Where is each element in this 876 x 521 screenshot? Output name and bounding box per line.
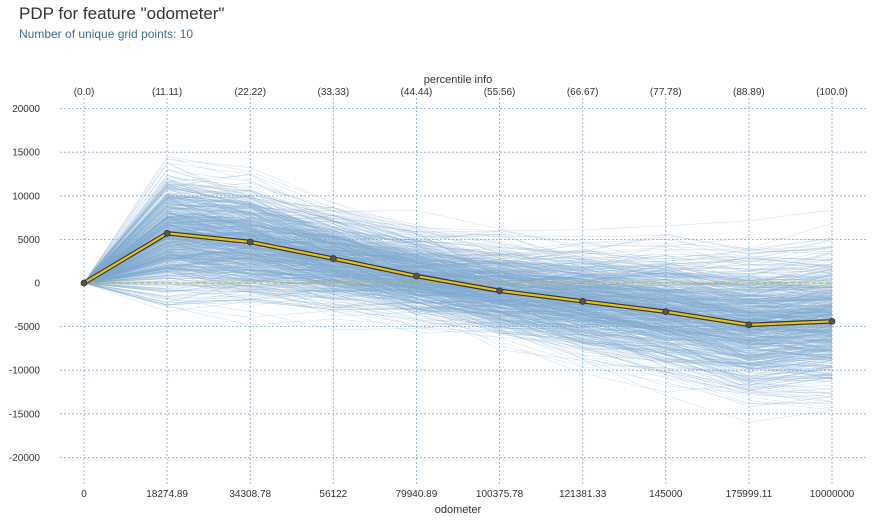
y-tick-label: -15000 bbox=[9, 409, 41, 420]
pdp-point bbox=[413, 272, 420, 280]
y-tick-label: -20000 bbox=[9, 453, 41, 464]
y-tick-label: 0 bbox=[34, 279, 40, 290]
x-tick-label: 0 bbox=[81, 489, 87, 500]
x-axis-title: odometer bbox=[435, 504, 482, 516]
pdp-point bbox=[246, 238, 254, 246]
pdp-point bbox=[579, 297, 587, 305]
x-tick-label: 56122 bbox=[319, 489, 347, 500]
y-tick-label: 10000 bbox=[12, 191, 40, 202]
x-tick-label: 121381.33 bbox=[559, 489, 607, 500]
pdp-point bbox=[828, 317, 836, 325]
x-tick-label: 79940.89 bbox=[396, 489, 438, 500]
x-tick-label: 100375.78 bbox=[476, 489, 524, 500]
pdp-series bbox=[80, 229, 836, 329]
percentile-label: (100.0) bbox=[816, 87, 848, 98]
y-tick-label: 15000 bbox=[12, 148, 40, 159]
x-tick-label: 10000000 bbox=[810, 489, 855, 500]
percentile-label: (77.78) bbox=[650, 87, 682, 98]
percentile-label: (66.67) bbox=[567, 87, 599, 98]
pdp-line bbox=[83, 232, 833, 326]
x-tick-label: 175999.11 bbox=[726, 489, 773, 500]
pdp-point bbox=[662, 308, 670, 316]
y-tick-label: -10000 bbox=[9, 366, 41, 377]
percentile-label: (44.44) bbox=[401, 87, 433, 98]
y-tick-label: 5000 bbox=[18, 235, 41, 246]
percentile-label: (11.11) bbox=[152, 87, 182, 98]
percentile-label: (33.33) bbox=[317, 87, 349, 98]
pdp-point bbox=[329, 255, 337, 262]
tick-labels: 20000 15000 10000 5000 0 -5000 -10000 -15000 -20… bbox=[9, 87, 855, 500]
x-tick-label: 145000 bbox=[649, 489, 683, 500]
percentile-label: (22.22) bbox=[234, 87, 266, 98]
chart-title: PDP for feature "odometer" bbox=[19, 4, 225, 23]
pdp-point bbox=[496, 287, 503, 295]
chart-subtitle: Number of unique grid points: 10 bbox=[19, 27, 194, 41]
percentile-label: (0.0) bbox=[74, 87, 95, 98]
percentile-label: (88.89) bbox=[733, 87, 765, 98]
x-tick-label: 18274.89 bbox=[146, 489, 188, 500]
y-tick-label: -5000 bbox=[14, 322, 40, 333]
pdp-point bbox=[80, 279, 88, 287]
pdp-point bbox=[745, 321, 753, 329]
pdp-point bbox=[163, 229, 171, 237]
x-tick-label: 34308.78 bbox=[229, 489, 271, 500]
top-axis-title: percentile info bbox=[424, 74, 493, 86]
percentile-label: (55.56) bbox=[484, 87, 516, 98]
y-tick-label: 20000 bbox=[12, 104, 40, 115]
